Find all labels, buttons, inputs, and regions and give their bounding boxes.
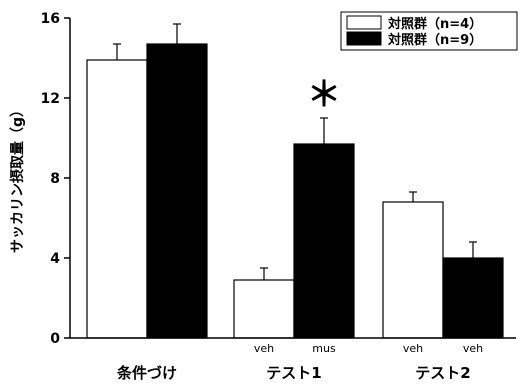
annotations: ＊ xyxy=(307,75,341,115)
bar xyxy=(146,43,208,339)
bar-sublabel: veh xyxy=(403,342,423,355)
y-tick-label: 16 xyxy=(41,11,60,27)
legend-swatch xyxy=(346,15,382,30)
y-tick-label: 0 xyxy=(50,331,60,347)
significance-mark: ＊ xyxy=(307,75,341,115)
y-ticks: 0 4 8 12 16 xyxy=(41,11,70,347)
bars-layer xyxy=(86,23,504,339)
bar-sublabel: mus xyxy=(312,342,336,355)
legend-label: 対照群（n=9） xyxy=(387,32,482,48)
legend: 対照群（n=4）対照群（n=9） xyxy=(340,11,518,51)
x-labels: 条件づけ veh mus テスト1 veh veh テスト2 xyxy=(116,342,483,382)
y-axis-title: サッカリン摂取量（g） xyxy=(9,103,26,253)
legend-label: 対照群（n=4） xyxy=(387,16,482,32)
y-tick-label: 12 xyxy=(41,91,60,107)
bar-sublabel: veh xyxy=(254,342,274,355)
legend-swatch xyxy=(346,31,382,46)
bar xyxy=(293,143,355,339)
group-label: 条件づけ xyxy=(116,364,177,382)
bar xyxy=(442,257,504,339)
bar-sublabel: veh xyxy=(463,342,483,355)
group-label: テスト2 xyxy=(415,364,470,382)
y-tick-label: 8 xyxy=(50,171,60,187)
bar xyxy=(233,279,295,339)
bar xyxy=(86,59,148,339)
group-label: テスト1 xyxy=(266,364,321,382)
y-tick-label: 4 xyxy=(50,251,60,267)
bar xyxy=(382,201,444,339)
